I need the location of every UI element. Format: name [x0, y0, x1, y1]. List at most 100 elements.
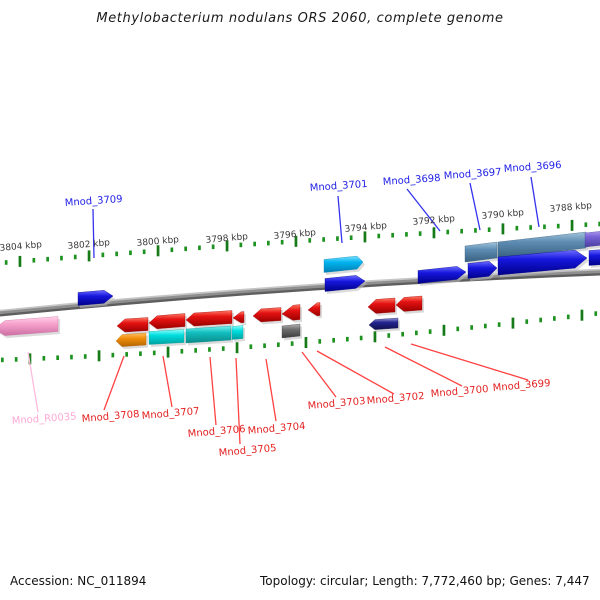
leader-line-Mnod_3703: [301, 351, 337, 398]
scale-label-3798-kbp: 3798 kbp: [205, 232, 248, 246]
gene-arrow-Mnod_3707[interactable]: [148, 313, 186, 330]
scale-label-3796-kbp: 3796 kbp: [273, 228, 316, 242]
gene-arrow-Mnod_3704[interactable]: [252, 307, 282, 323]
page-title: Methylobacterium nodulans ORS 2060, comp…: [96, 11, 504, 26]
gene-label-Mnod_3707[interactable]: Mnod_3707: [141, 406, 200, 422]
lower-minor-tick: [70, 354, 73, 360]
leader-line-Mnod_3708: [103, 355, 125, 411]
lower-minor-tick: [152, 350, 156, 356]
lower-minor-tick: [139, 351, 142, 356]
upper-major-tick: [570, 219, 574, 231]
lower-major-tick: [580, 309, 584, 321]
scale-label-3804-kbp: 3804 kbp: [0, 240, 43, 254]
gene-arrow-Mnod_3708[interactable]: [116, 317, 149, 333]
leader-line-Mnod_3697: [469, 182, 481, 231]
lower-major-tick: [304, 337, 308, 348]
gene-label-Mnod_3702[interactable]: Mnod_3702: [366, 391, 425, 407]
gene-arrow-feature-22[interactable]: [185, 325, 232, 344]
upper-major-tick: [87, 250, 91, 262]
gene-arrow-Mnod_3705[interactable]: [232, 311, 245, 324]
gene-label-Mnod_3703[interactable]: Mnod_3703: [307, 396, 366, 412]
upper-minor-tick: [487, 227, 491, 232]
gene-arrow-Mnod_3699[interactable]: [395, 295, 423, 312]
gene-arrow-feature-5[interactable]: [584, 231, 600, 248]
gene-arrow-Mnod_3701[interactable]: [323, 255, 364, 273]
gene-label-Mnod_3709[interactable]: Mnod_3709: [64, 194, 123, 209]
gene-arrow-Mnod_3700[interactable]: [367, 297, 396, 314]
gene-label-Mnod_R0035[interactable]: Mnod_R0035: [11, 411, 76, 426]
upper-minor-tick: [115, 251, 118, 257]
upper-minor-tick: [46, 256, 49, 262]
upper-minor-tick: [336, 236, 339, 241]
gene-label-Mnod_3698[interactable]: Mnod_3698: [382, 173, 441, 188]
upper-major-tick: [432, 227, 436, 239]
gene-arrow-Mnod_3706[interactable]: [185, 310, 233, 327]
upper-minor-tick: [4, 260, 8, 265]
gene-arrow-Mnod_3702[interactable]: [307, 302, 321, 317]
gene-label-Mnod_3701[interactable]: Mnod_3701: [309, 179, 368, 194]
upper-major-tick: [294, 235, 298, 247]
leader-line-Mnod_3707: [162, 355, 173, 408]
gene-arrow-feature-23[interactable]: [231, 325, 244, 340]
gene-arrow-feature-4[interactable]: [497, 231, 587, 259]
upper-minor-tick: [598, 221, 600, 227]
lower-minor-tick: [263, 343, 266, 348]
lower-minor-tick: [125, 352, 128, 357]
gene-arrow-Mnod_3697[interactable]: [467, 261, 498, 279]
lower-minor-tick: [249, 344, 253, 349]
gene-arrow-feature-3[interactable]: [464, 241, 498, 263]
gene-arrow-feature-9[interactable]: [588, 249, 600, 266]
genome-info-text: Topology: circular; Length: 7,772,460 bp…: [260, 574, 590, 588]
upper-major-tick: [225, 240, 229, 252]
gene-label-Mnod_3706[interactable]: Mnod_3706: [187, 424, 246, 440]
upper-minor-tick: [349, 235, 353, 240]
gene-arrow-feature-21[interactable]: [148, 329, 185, 345]
lower-major-tick: [442, 324, 446, 336]
lower-minor-tick: [1, 357, 4, 363]
upper-minor-tick: [198, 245, 201, 251]
lower-minor-tick: [290, 341, 294, 346]
leader-line-Mnod_3702: [316, 350, 395, 395]
gene-arrow-Mnod_3709[interactable]: [77, 290, 114, 306]
upper-minor-tick: [474, 228, 477, 233]
gene-label-Mnod_3700[interactable]: Mnod_3700: [430, 384, 489, 400]
scale-label-3800-kbp: 3800 kbp: [136, 235, 179, 249]
upper-minor-tick: [584, 222, 588, 227]
lower-major-tick: [511, 317, 515, 329]
gene-label-Mnod_3704[interactable]: Mnod_3704: [247, 421, 306, 437]
gene-arrow-Mnod_3696[interactable]: [497, 249, 588, 276]
upper-minor-tick: [239, 242, 243, 248]
lower-minor-tick: [180, 349, 184, 354]
gene-label-Mnod_3705[interactable]: Mnod_3705: [218, 443, 277, 459]
upper-major-tick: [501, 223, 505, 235]
upper-minor-tick: [73, 254, 77, 260]
gene-arrow-feature-20[interactable]: [115, 332, 147, 347]
leader-line-Mnod_3699: [410, 343, 529, 381]
leader-line-Mnod_R0035: [27, 351, 39, 413]
upper-minor-tick: [101, 252, 105, 258]
scale-labels: 3804 kbp 3802 kbp 3800 kbp 3798 kbp 3796 kbp…: [0, 201, 593, 254]
gene-arrow-Mnod_3698[interactable]: [417, 266, 467, 284]
lower-minor-tick: [428, 329, 432, 334]
gene-arrow-feature-2[interactable]: [324, 275, 366, 292]
gene-label-Mnod_3696[interactable]: Mnod_3696: [503, 160, 562, 175]
scale-label-3790-kbp: 3790 kbp: [481, 208, 524, 222]
gene-arrow-Mnod_R0035[interactable]: [0, 316, 59, 336]
upper-minor-tick: [556, 223, 560, 229]
lower-minor-tick: [525, 319, 529, 324]
leader-line-Mnod_3696: [530, 176, 540, 228]
gene-arrow-feature-24[interactable]: [368, 317, 399, 330]
gene-arrow-feature-25[interactable]: [281, 323, 301, 339]
lower-minor-tick: [497, 322, 501, 327]
scale-ticks: [1, 219, 600, 365]
gene-label-Mnod_3697[interactable]: Mnod_3697: [443, 167, 502, 182]
upper-minor-tick: [418, 231, 422, 236]
upper-minor-tick: [60, 255, 63, 261]
lower-minor-tick: [318, 339, 322, 344]
gene-arrow-Mnod_3703[interactable]: [281, 304, 301, 321]
gene-label-Mnod_3708[interactable]: Mnod_3708: [81, 409, 140, 425]
lower-minor-tick: [14, 357, 18, 362]
gene-label-Mnod_3699[interactable]: Mnod_3699: [492, 378, 551, 394]
